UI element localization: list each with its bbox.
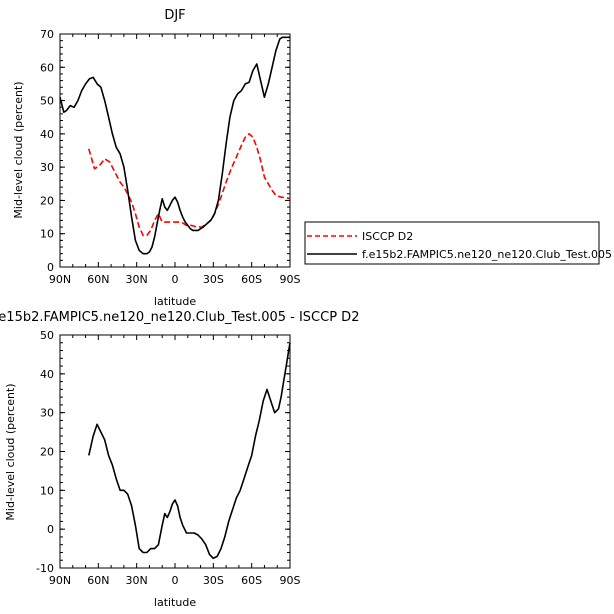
x-tick-label: 0	[172, 273, 179, 286]
top-chart: DJF latitude Mid-level cloud (percent) 9…	[12, 8, 612, 308]
y-tick-label: 0	[47, 261, 54, 274]
x-tick-label: 60S	[241, 273, 262, 286]
plot-frame	[59, 33, 291, 268]
x-tick-label: 90N	[49, 574, 71, 587]
y-tick-label: 30	[40, 161, 54, 174]
bottom-chart-ylabel: Mid-level cloud (percent)	[4, 383, 17, 520]
x-tick-label: 60S	[241, 574, 262, 587]
y-tick-label: 60	[40, 61, 54, 74]
plot-frame	[59, 334, 291, 569]
top-chart-legend: ISCCP D2 f.e15b2.FAMPIC5.ne120_ne120.Clu…	[304, 221, 612, 265]
top-chart-title: DJF	[164, 8, 185, 23]
x-tick-label: 90S	[280, 574, 301, 587]
top-chart-ylabel: Mid-level cloud (percent)	[12, 81, 25, 218]
x-tick-label: 30S	[203, 273, 224, 286]
y-tick-label: 30	[40, 407, 54, 420]
y-tick-label: 70	[40, 28, 54, 41]
bottom-chart-plot-area: 90N 60N 30N 0 30S 60S 90S -10 0 10 20 30 40 50	[36, 329, 300, 587]
x-tick-label: 90N	[49, 273, 71, 286]
y-tick-label: 20	[40, 194, 54, 207]
x-tick-label: 30S	[203, 574, 224, 587]
y-tick-label: 10	[40, 228, 54, 241]
x-tick-label: 60N	[87, 273, 109, 286]
x-tick-label: 90S	[280, 273, 301, 286]
y-tick-label: -10	[36, 562, 54, 575]
series-line-0	[88, 133, 291, 237]
y-tick-label: 40	[40, 128, 54, 141]
series-line-1	[59, 36, 290, 255]
bottom-chart: f.e15b2.FAMPIC5.ne120_ne120.Club_Test.00…	[0, 310, 359, 609]
y-tick-label: 50	[40, 329, 54, 342]
legend-box	[304, 221, 600, 265]
y-tick-label: 50	[40, 95, 54, 108]
legend-label-model: f.e15b2.FAMPIC5.ne120_ne120.Club_Test.00…	[362, 248, 612, 261]
top-chart-plot-area: 90N 60N 30N 0 30S 60S 90S 0 10 20 30 40 50 60 70	[40, 28, 301, 286]
x-tick-label: 30N	[126, 273, 148, 286]
y-tick-label: 20	[40, 446, 54, 459]
top-chart-xlabel: latitude	[154, 295, 196, 308]
bottom-chart-xlabel: latitude	[154, 596, 196, 609]
bottom-chart-title: f.e15b2.FAMPIC5.ne120_ne120.Club_Test.00…	[0, 310, 359, 325]
x-tick-label: 30N	[126, 574, 148, 587]
series-line-0	[88, 342, 291, 560]
x-tick-label: 60N	[87, 574, 109, 587]
legend-label-isccp: ISCCP D2	[362, 230, 413, 243]
y-tick-label: 0	[47, 523, 54, 536]
y-tick-label: 40	[40, 368, 54, 381]
x-tick-label: 0	[172, 574, 179, 587]
y-tick-label: 10	[40, 484, 54, 497]
